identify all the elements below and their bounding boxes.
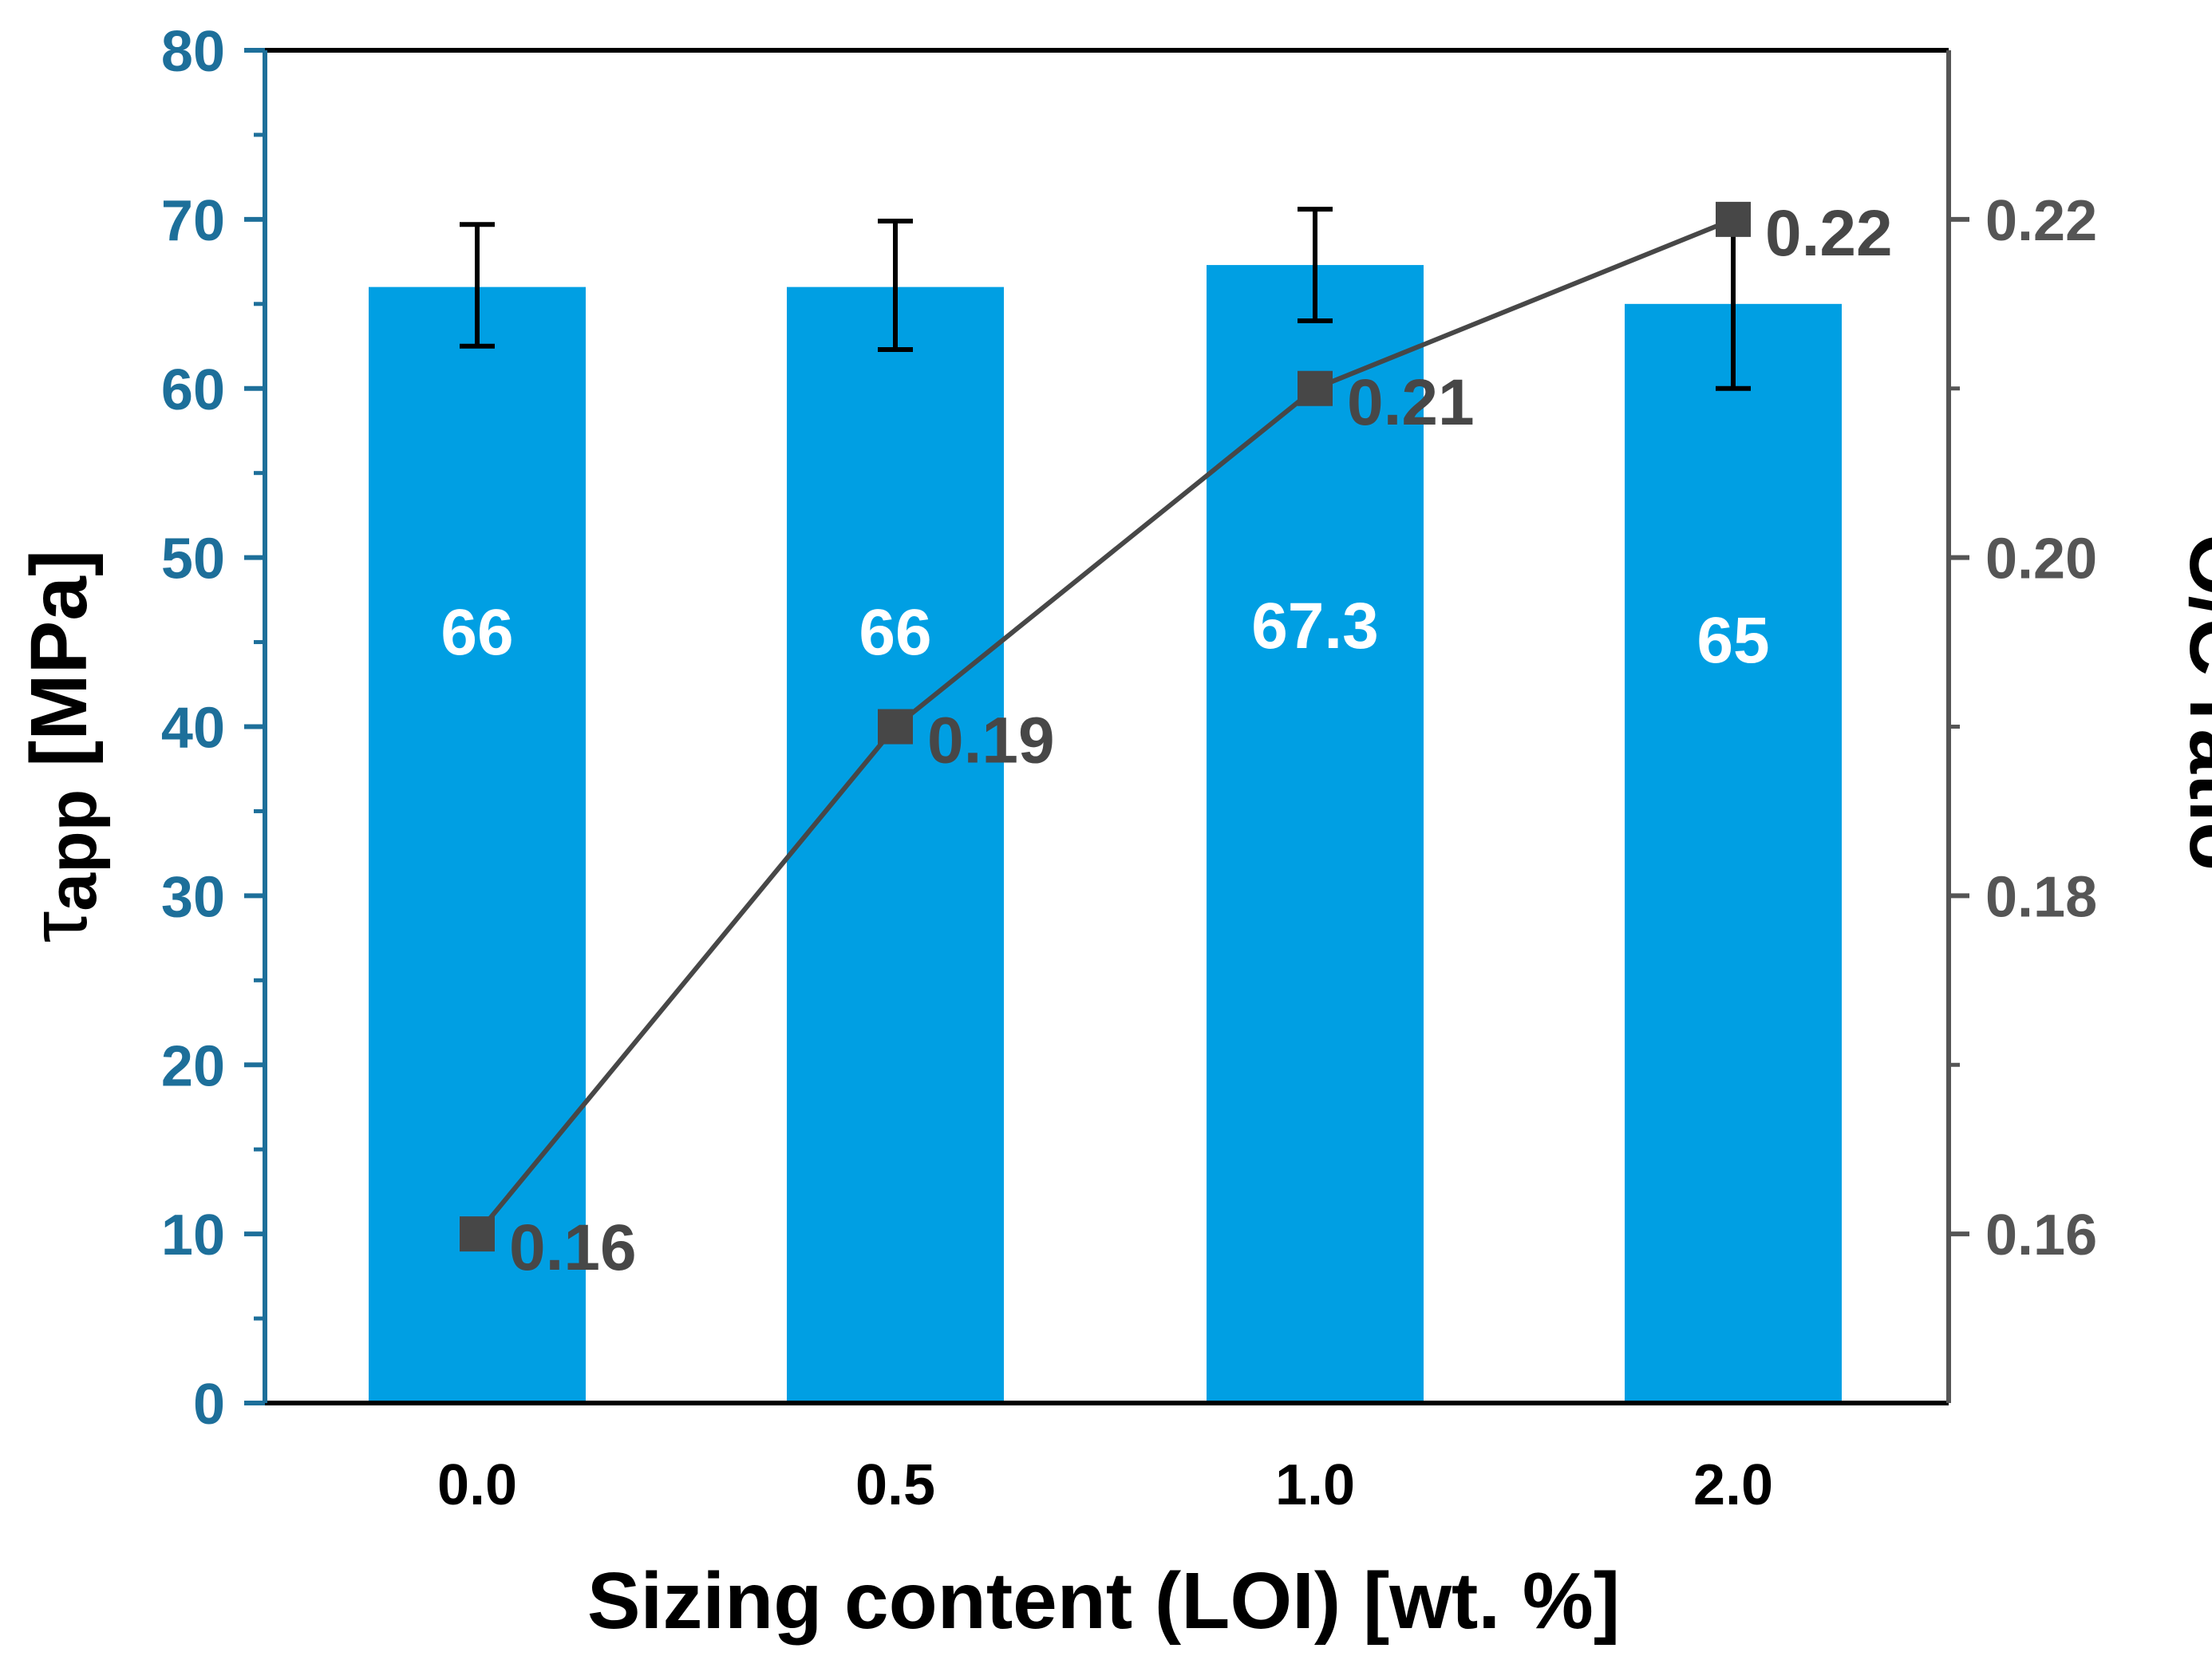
bar-value-label-2.0: 65: [1697, 604, 1769, 677]
oc-ratio-value-label-2.0: 0.22: [1765, 197, 1893, 270]
oc-ratio-marker-1.0: [1298, 370, 1333, 406]
y2-tick-label-0.22: 0.22: [1985, 189, 2097, 253]
y-tick-label-50: 50: [161, 528, 225, 591]
oc-ratio-value-label-0.5: 0.19: [927, 705, 1055, 777]
oc-ratio-marker-2.0: [1716, 201, 1751, 237]
y2-tick-label-0.20: 0.20: [1985, 528, 2097, 591]
x-tick-label-2.0: 2.0: [1693, 1453, 1773, 1517]
x-tick-label-0.5: 0.5: [855, 1453, 935, 1517]
y-tick-label-40: 40: [161, 697, 225, 761]
y2-tick-label-0.16: 0.16: [1985, 1204, 2097, 1267]
y-axis-title-symbol: τ: [14, 911, 104, 943]
oc-ratio-line: [475, 217, 1735, 1236]
y-axis-title: τapp [MPa]: [14, 550, 111, 943]
y-tick-label-60: 60: [161, 358, 225, 422]
bar-value-label-1.0: 67.3: [1251, 590, 1379, 662]
y-tick-label-10: 10: [161, 1204, 225, 1267]
oc-ratio-marker-0.0: [460, 1216, 495, 1252]
y-tick-label-80: 80: [161, 20, 225, 84]
bar-2.0: [1625, 303, 1842, 1403]
y2-tick-label-0.18: 0.18: [1985, 865, 2097, 929]
bar-value-label-0.0: 66: [440, 596, 513, 669]
bar-0.5: [787, 287, 1004, 1403]
bar-value-label-0.5: 66: [859, 596, 931, 669]
y-tick-label-30: 30: [161, 865, 225, 929]
y-tick-label-20: 20: [161, 1034, 225, 1098]
x-axis-title: Sizing content (LOI) [wt. %]: [587, 1556, 1620, 1646]
oc-ratio-value-label-1.0: 0.21: [1347, 366, 1475, 439]
y-axis-title-subscript: app: [34, 789, 111, 911]
y-axis-title-unit: [MPa]: [14, 550, 104, 789]
bar-1.0: [1207, 265, 1424, 1403]
x-tick-label-0.0: 0.0: [437, 1453, 517, 1517]
oc-ratio-marker-0.5: [878, 709, 913, 745]
y-tick-label-70: 70: [161, 189, 225, 253]
oc-ratio-value-label-0.0: 0.16: [509, 1211, 637, 1284]
y-tick-label-0: 0: [193, 1373, 225, 1437]
x-tick-label-1.0: 1.0: [1275, 1453, 1355, 1517]
y2-axis-title: O/C ratio: [2173, 534, 2212, 871]
